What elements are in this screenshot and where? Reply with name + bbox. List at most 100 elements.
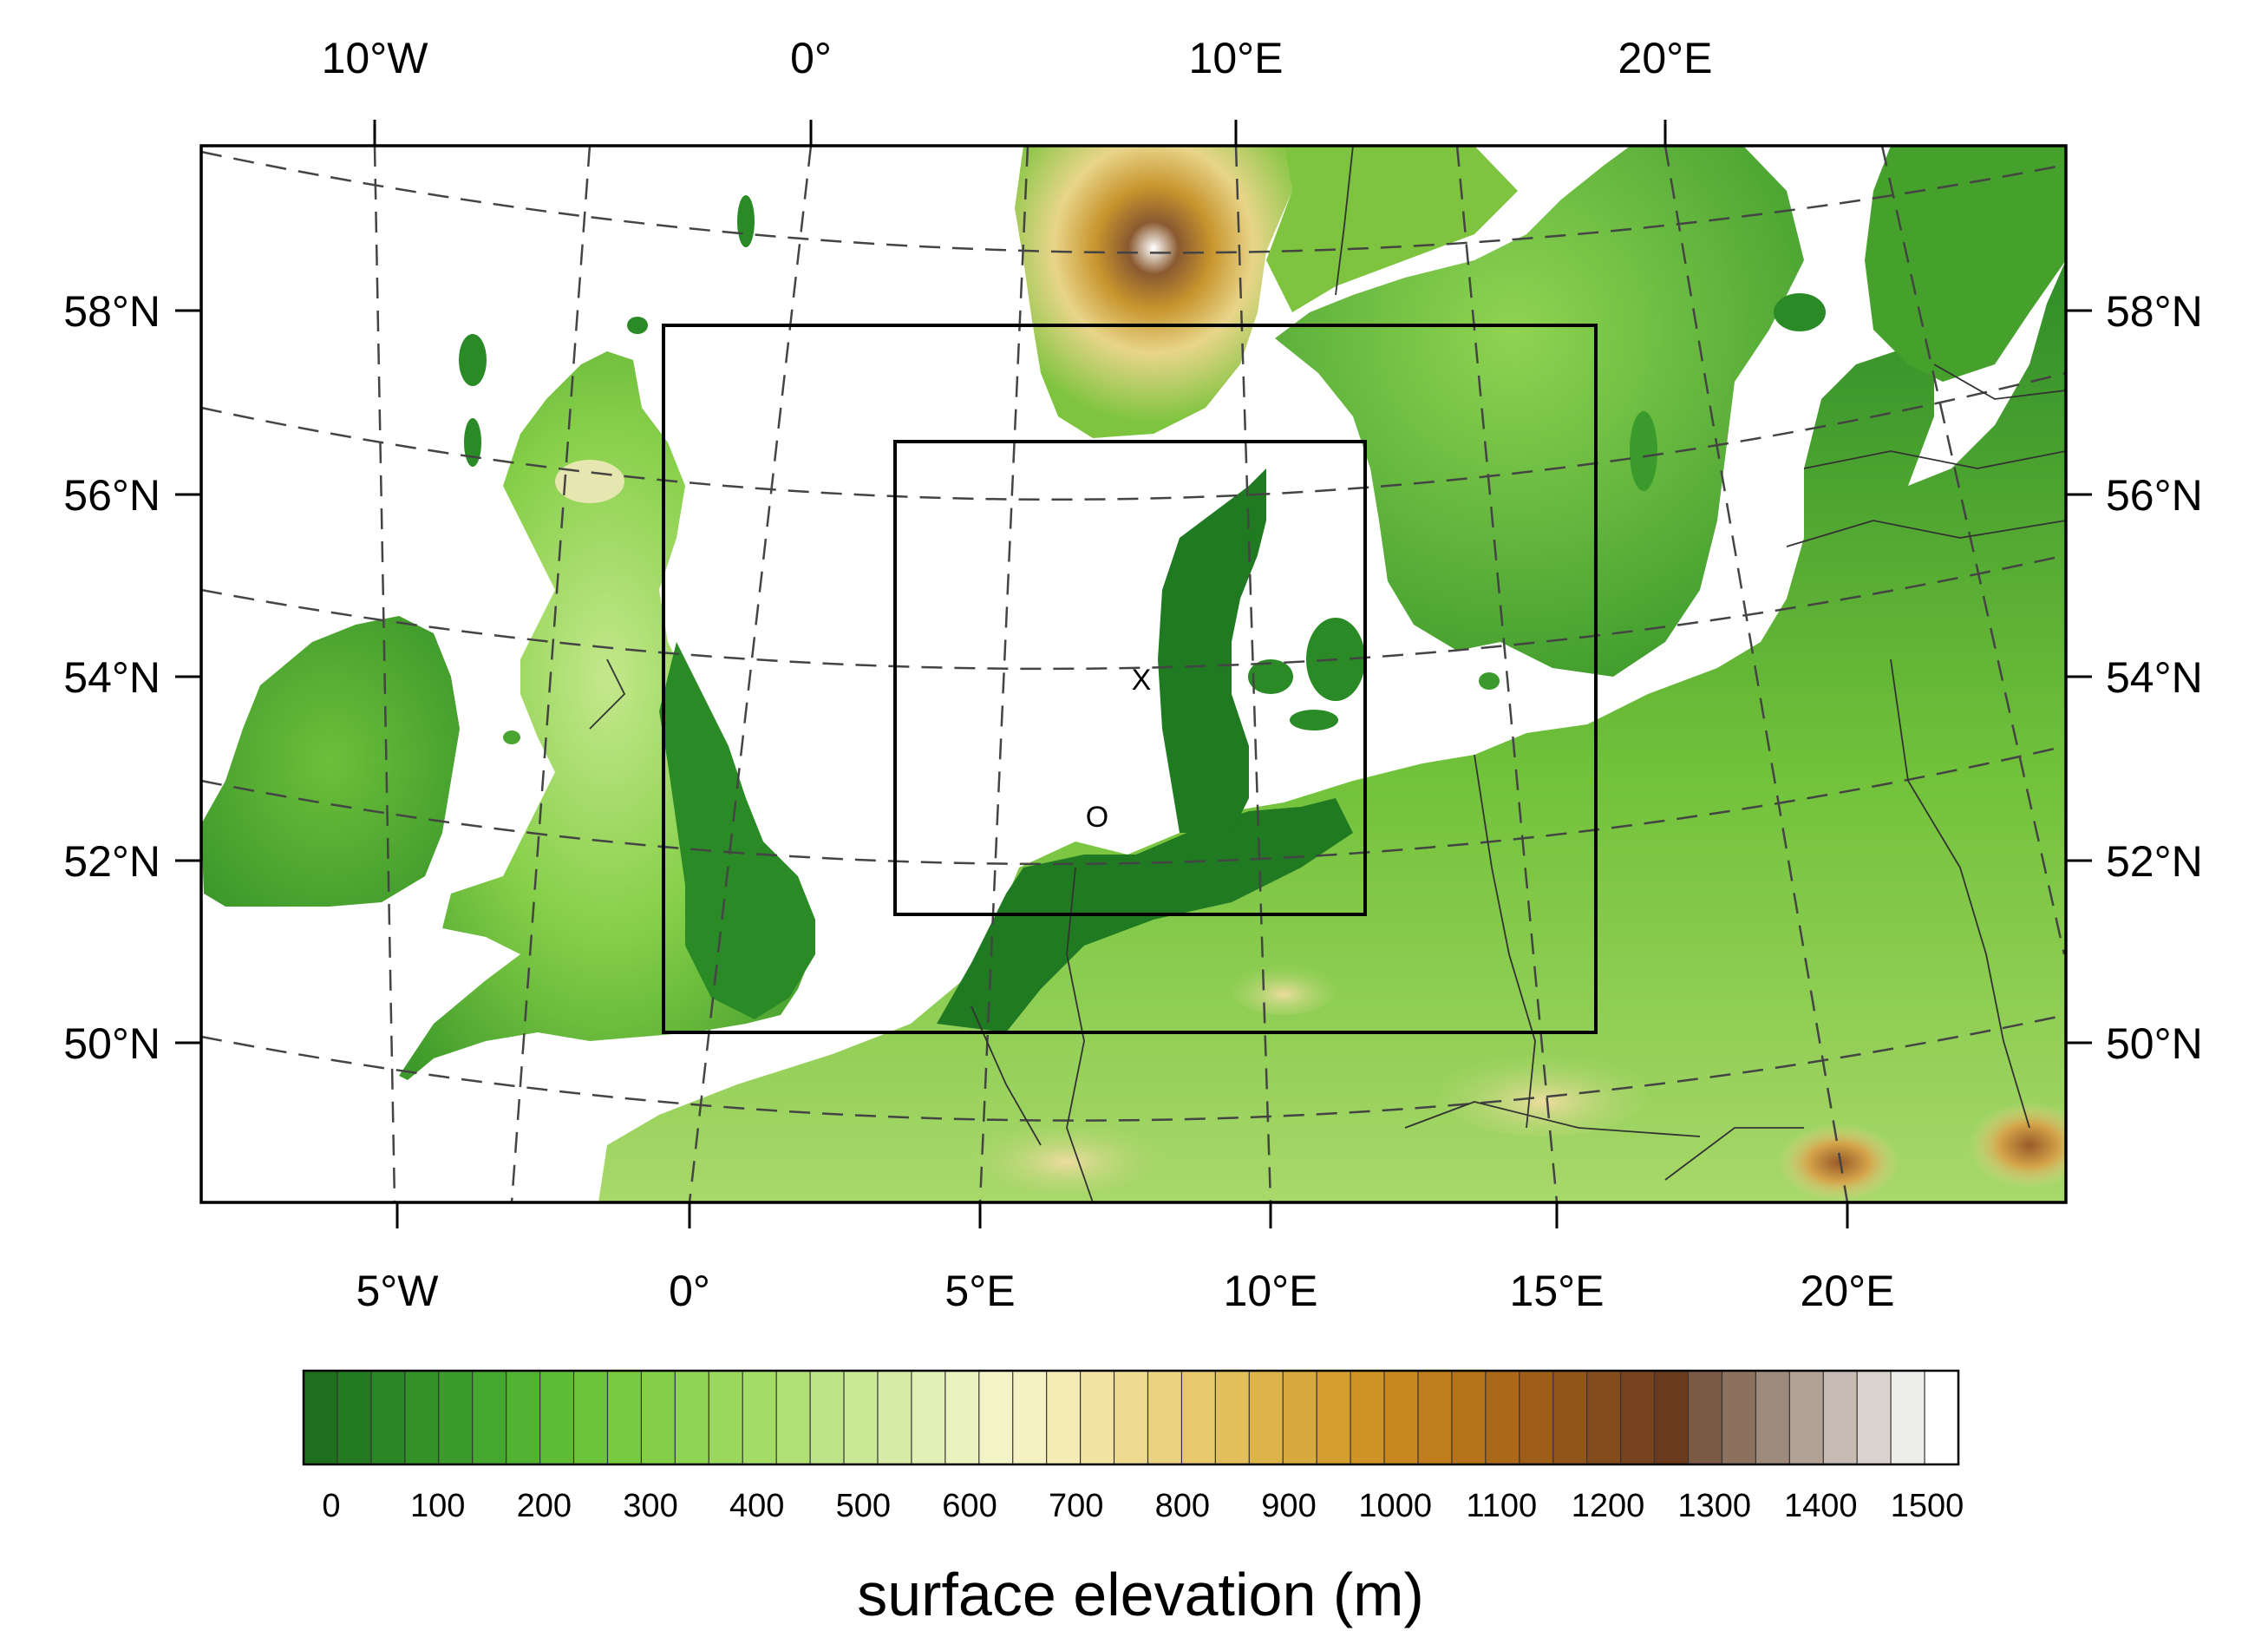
colorbar-swatch <box>742 1370 778 1465</box>
continental-europe <box>598 260 2066 1202</box>
marker-x: X <box>1132 664 1152 697</box>
colorbar-swatch <box>572 1370 609 1465</box>
colorbar-swatch <box>1383 1370 1420 1465</box>
colorbar-swatch <box>1113 1370 1149 1465</box>
colorbar-swatch <box>1788 1370 1825 1465</box>
hebrides-2 <box>464 418 481 467</box>
marker-o: O <box>1086 801 1108 834</box>
colorbar-swatch <box>1519 1370 1554 1465</box>
colorbar-swatch <box>1282 1370 1318 1465</box>
colorbar-swatch <box>978 1370 1014 1465</box>
colorbar-labels: 0 100 200 300 400 500 600 700 800 900 1000 1100 1200… <box>322 1488 1964 1524</box>
norway <box>1015 146 1292 438</box>
colorbar-swatch <box>1653 1370 1690 1465</box>
bornholm <box>1479 672 1500 690</box>
colorbar-swatch <box>1012 1370 1048 1465</box>
colorbar-swatch <box>370 1370 406 1465</box>
colorbar-swatch <box>944 1370 980 1465</box>
right-lat-label-4: 52°N <box>2106 837 2203 886</box>
left-lat-label-1: 58°N <box>63 287 160 336</box>
bohemia-highland <box>1440 1050 1648 1136</box>
colorbar-swatch <box>674 1370 710 1465</box>
bottom-lon-label-4: 10°E <box>1224 1267 1318 1315</box>
colorbar-swatch <box>1552 1370 1588 1465</box>
parallel-52 <box>201 744 2066 866</box>
colorbar-tick-label: 1300 <box>1677 1488 1751 1524</box>
left-lat-label-2: 56°N <box>63 471 160 520</box>
colorbar-tick-label: 1100 <box>1466 1488 1537 1524</box>
bottom-lon-label-3: 5°E <box>944 1267 1015 1315</box>
tatra-highland <box>1778 1123 1899 1202</box>
colorbar-tick-label: 1400 <box>1784 1488 1858 1524</box>
baltic-states <box>1865 146 2066 382</box>
colorbar-swatch <box>1350 1370 1386 1465</box>
meridian-25e <box>1880 146 2066 955</box>
saaremaa <box>1774 293 1826 331</box>
outer-domain-box <box>662 324 1598 1034</box>
country-borders <box>589 146 2066 1202</box>
meridian-20e <box>1663 146 1849 1202</box>
lolland <box>1290 710 1338 730</box>
colorbar-swatch <box>1822 1370 1859 1465</box>
harz-highland <box>1232 963 1336 1015</box>
colorbar-tick-label: 600 <box>942 1488 997 1524</box>
colorbar-swatch <box>1079 1370 1115 1465</box>
colorbar-tick-label: 0 <box>322 1488 340 1524</box>
ireland <box>201 616 460 907</box>
map-frame <box>199 144 2068 1204</box>
colorbar-tick-label: 300 <box>623 1488 677 1524</box>
colorbar-swatch <box>506 1370 541 1465</box>
colorbar-swatch <box>1147 1370 1183 1465</box>
colorbar-swatch <box>1755 1370 1791 1465</box>
parallel-54 <box>201 553 2066 671</box>
colorbar-swatch <box>1620 1370 1656 1465</box>
colorbar-swatch <box>877 1370 913 1465</box>
colorbar-swatch <box>1248 1370 1284 1465</box>
norway-east <box>1266 146 1518 312</box>
bottom-lon-label-2: 0° <box>669 1267 710 1315</box>
left-lat-label-4: 52°N <box>63 837 160 886</box>
colorbar <box>302 1369 1960 1466</box>
meridian-0 <box>688 146 813 1202</box>
right-lat-label-1: 58°N <box>2106 287 2203 336</box>
right-lat-label-3: 54°N <box>2106 653 2203 702</box>
colorbar-tick-label: 200 <box>517 1488 572 1524</box>
colorbar-swatch <box>303 1370 339 1465</box>
meridian-10w <box>373 146 396 1202</box>
colorbar-tick-label: 800 <box>1155 1488 1210 1524</box>
colorbar-swatch <box>708 1370 744 1465</box>
graticule <box>201 146 2066 1202</box>
carpathian-highland <box>1969 1102 2066 1189</box>
meridian-5w <box>510 146 592 1202</box>
colorbar-tick-label: 1500 <box>1891 1488 1964 1524</box>
parallel-58 <box>201 150 2066 254</box>
colorbar-swatch <box>1485 1370 1520 1465</box>
parallel-50 <box>201 1013 2066 1122</box>
bottom-ticks <box>395 1202 1849 1228</box>
colorbar-tick-label: 1200 <box>1572 1488 1645 1524</box>
top-lon-label-1: 10°W <box>322 34 429 82</box>
inner-domain-box <box>893 440 1367 916</box>
england-east <box>659 642 815 1019</box>
colorbar-swatch <box>1451 1370 1487 1465</box>
colorbar-swatch <box>1721 1370 1757 1465</box>
meridian-10e <box>1234 146 1272 1202</box>
colorbar-swatch <box>539 1370 575 1465</box>
colorbar-swatch <box>1586 1370 1622 1465</box>
jutland <box>1158 468 1266 833</box>
colorbar-swatch <box>1924 1370 1960 1465</box>
colorbar-tick-label: 500 <box>836 1488 891 1524</box>
top-ticks <box>373 120 1667 146</box>
lat-ticks <box>175 309 2092 1045</box>
right-lat-label-5: 50°N <box>2106 1019 2203 1068</box>
colorbar-swatch <box>1316 1370 1352 1465</box>
colorbar-swatch <box>1856 1370 1892 1465</box>
bottom-lon-label-5: 15°E <box>1510 1267 1605 1315</box>
shetland <box>737 195 755 247</box>
colorbar-swatch <box>1687 1370 1723 1465</box>
colorbar-swatch <box>809 1370 846 1465</box>
left-lat-label-5: 50°N <box>63 1019 160 1068</box>
colorbar-tick-label: 700 <box>1049 1488 1103 1524</box>
colorbar-swatch <box>1214 1370 1251 1465</box>
